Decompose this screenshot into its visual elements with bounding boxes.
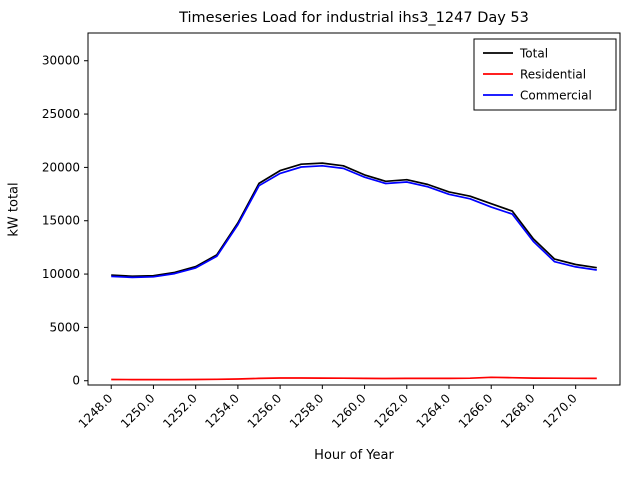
x-axis-tick-label: 1248.0 — [76, 391, 116, 431]
legend-label-residential: Residential — [520, 68, 586, 82]
y-axis-tick-label: 10000 — [42, 267, 80, 281]
legend-label-commercial: Commercial — [520, 89, 592, 103]
x-axis-tick-label: 1254.0 — [202, 391, 242, 431]
x-axis-tick-label: 1250.0 — [118, 391, 158, 431]
x-axis-tick-label: 1258.0 — [287, 391, 327, 431]
x-axis-tick-label: 1266.0 — [456, 391, 496, 431]
y-axis-tick-label: 5000 — [49, 320, 80, 334]
x-axis-tick-label: 1268.0 — [498, 391, 538, 431]
x-axis-tick-label: 1256.0 — [245, 391, 285, 431]
y-axis-tick-label: 0 — [72, 374, 80, 388]
series-line-residential — [111, 376, 597, 381]
x-axis-tick-label: 1262.0 — [371, 391, 411, 431]
x-axis-tick-label: 1270.0 — [540, 391, 580, 431]
x-axis-tick-label: 1264.0 — [414, 391, 454, 431]
y-axis-tick-label: 25000 — [42, 107, 80, 121]
y-axis-tick-label: 20000 — [42, 160, 80, 174]
y-axis-tick-label: 15000 — [42, 214, 80, 228]
chart-title: Timeseries Load for industrial ihs3_1247… — [179, 10, 529, 26]
x-axis-tick-label: 1260.0 — [329, 391, 369, 431]
x-axis-label: Hour of Year — [314, 448, 394, 463]
x-axis-tick-label: 1252.0 — [160, 391, 200, 431]
y-axis-tick-label: 30000 — [42, 54, 80, 68]
series-line-total — [111, 162, 597, 278]
series-line-commercial — [111, 164, 597, 279]
legend-label-total: Total — [519, 47, 548, 61]
